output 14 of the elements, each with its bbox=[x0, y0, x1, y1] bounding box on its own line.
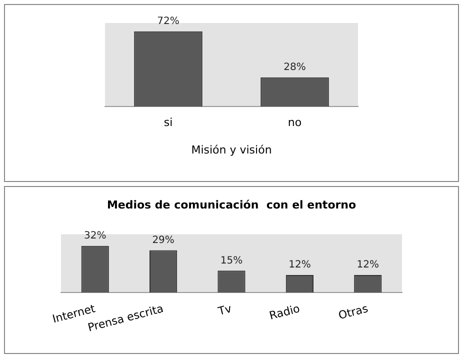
chart-title: Medios de comunicación con el entorno bbox=[106, 198, 356, 212]
data-label: 15% bbox=[220, 255, 243, 266]
data-label: 72% bbox=[157, 16, 180, 27]
x-tick-label: Radio bbox=[268, 302, 302, 322]
x-tick-label: si bbox=[164, 116, 173, 130]
data-label: 29% bbox=[152, 234, 174, 246]
data-label: 28% bbox=[284, 62, 306, 73]
data-label: 32% bbox=[84, 230, 106, 242]
data-label: 12% bbox=[356, 260, 380, 271]
x-axis-title: Misión y visión bbox=[191, 143, 272, 156]
x-tick-label: Tv bbox=[216, 302, 234, 318]
x-tick-label: Otras bbox=[337, 302, 370, 322]
x-tick-label: no bbox=[288, 116, 302, 130]
data-label: 12% bbox=[288, 260, 311, 271]
